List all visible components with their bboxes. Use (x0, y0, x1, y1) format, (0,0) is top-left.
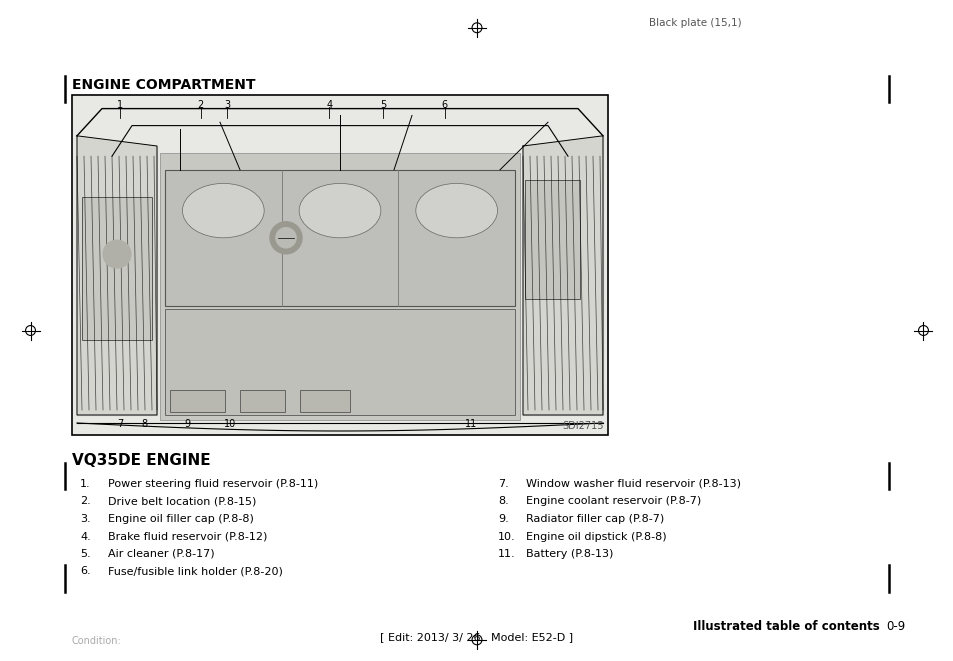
Text: 9.: 9. (497, 514, 508, 524)
Text: Engine oil dipstick (P.8-8): Engine oil dipstick (P.8-8) (525, 531, 666, 541)
Text: 3: 3 (224, 100, 231, 110)
Bar (299, 390, 350, 412)
Text: Drive belt location (P.8-15): Drive belt location (P.8-15) (108, 496, 256, 506)
Text: 10.: 10. (497, 531, 515, 541)
Text: 5: 5 (379, 100, 386, 110)
Bar (165, 309, 515, 415)
Circle shape (275, 227, 296, 248)
Text: VQ35DE ENGINE: VQ35DE ENGINE (71, 453, 211, 468)
Text: 4.: 4. (80, 531, 91, 541)
Text: Fuse/fusible link holder (P.8-20): Fuse/fusible link holder (P.8-20) (108, 566, 283, 576)
Text: 0-9: 0-9 (885, 620, 904, 633)
Bar (82, 197, 152, 340)
Text: 7.: 7. (497, 479, 508, 489)
Circle shape (103, 240, 131, 268)
Text: 7: 7 (117, 419, 123, 429)
Text: Power steering fluid reservoir (P.8-11): Power steering fluid reservoir (P.8-11) (108, 479, 318, 489)
Polygon shape (77, 136, 157, 415)
Text: 6.: 6. (80, 566, 91, 576)
Text: 6: 6 (441, 100, 447, 110)
Text: Engine coolant reservoir (P.8-7): Engine coolant reservoir (P.8-7) (525, 496, 700, 506)
Circle shape (270, 222, 302, 254)
Bar (240, 390, 285, 412)
Text: Condition:: Condition: (71, 636, 122, 646)
Bar (73, 96, 606, 434)
Bar (160, 153, 519, 420)
Text: [ Edit: 2013/ 3/ 26   Model: E52-D ]: [ Edit: 2013/ 3/ 26 Model: E52-D ] (380, 632, 573, 642)
Text: Engine oil filler cap (P.8-8): Engine oil filler cap (P.8-8) (108, 514, 253, 524)
Bar (170, 390, 225, 412)
Text: 11.: 11. (497, 549, 515, 559)
Text: 9: 9 (184, 419, 190, 429)
Text: 1: 1 (117, 100, 123, 110)
Text: 8.: 8. (497, 496, 508, 506)
Text: Black plate (15,1): Black plate (15,1) (648, 18, 740, 28)
Text: Brake fluid reservoir (P.8-12): Brake fluid reservoir (P.8-12) (108, 531, 267, 541)
Text: Window washer fluid reservoir (P.8-13): Window washer fluid reservoir (P.8-13) (525, 479, 740, 489)
Text: 11: 11 (465, 419, 476, 429)
Polygon shape (522, 136, 602, 415)
Bar (524, 180, 579, 299)
Text: SDI2715: SDI2715 (562, 421, 603, 431)
Text: Radiator filler cap (P.8-7): Radiator filler cap (P.8-7) (525, 514, 663, 524)
Text: 10: 10 (224, 419, 236, 429)
Text: 4: 4 (326, 100, 332, 110)
Text: 3.: 3. (80, 514, 91, 524)
Text: 8: 8 (141, 419, 148, 429)
Text: Illustrated table of contents: Illustrated table of contents (693, 620, 879, 633)
Ellipse shape (299, 183, 380, 238)
Text: 2.: 2. (80, 496, 91, 506)
Text: 5.: 5. (80, 549, 91, 559)
Text: Air cleaner (P.8-17): Air cleaner (P.8-17) (108, 549, 214, 559)
Text: ENGINE COMPARTMENT: ENGINE COMPARTMENT (71, 78, 255, 92)
Text: 1.: 1. (80, 479, 91, 489)
Bar (71, 95, 607, 435)
Text: Battery (P.8-13): Battery (P.8-13) (525, 549, 613, 559)
Ellipse shape (416, 183, 497, 238)
Text: 2: 2 (197, 100, 204, 110)
Bar (165, 170, 515, 306)
Ellipse shape (182, 183, 264, 238)
